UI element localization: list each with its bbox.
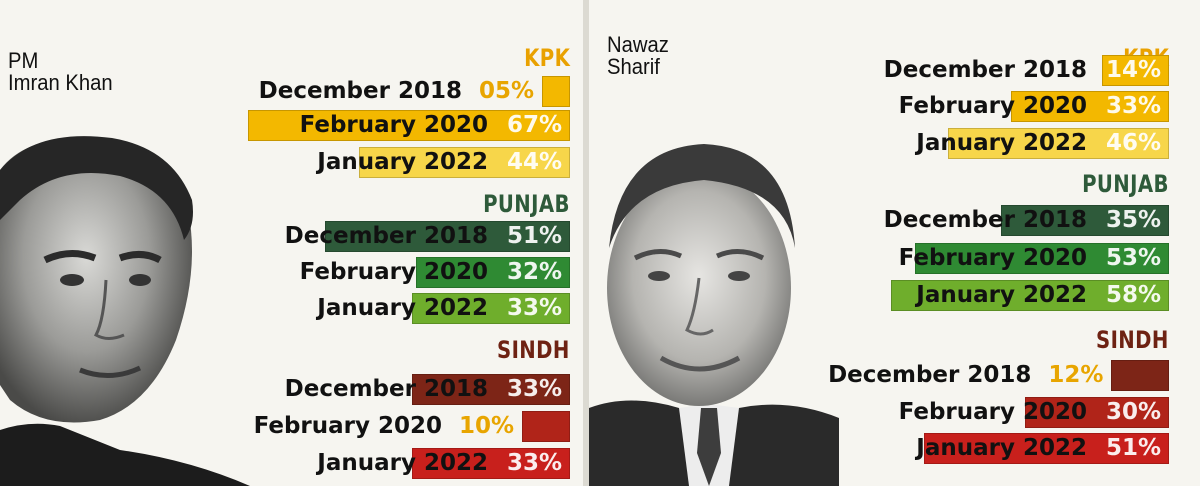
bar-label-punjab-jan-2022: January 2022	[916, 282, 1087, 308]
value-label-punjab-jan-2022: 58%	[1105, 282, 1161, 308]
bar-sindh-feb-2020	[522, 411, 570, 442]
value-label-punjab-dec-2018: 51%	[506, 223, 562, 249]
bar-label-kpk-jan-2022: January 2022	[317, 149, 488, 175]
bar-label-kpk-dec-2018: December 2018	[258, 78, 462, 104]
bar-punjab-jan-2022	[411, 293, 570, 324]
bar-label-sindh-feb-2020: February 2020	[253, 413, 442, 439]
value-label-sindh-feb-2020: 30%	[1105, 399, 1161, 425]
bar-sindh-jan-2022	[411, 448, 570, 479]
person-name: Nawaz Sharif	[607, 34, 669, 78]
bar-kpk-jan-2022	[358, 147, 570, 178]
bar-sindh-jan-2022	[924, 433, 1169, 464]
person-name-line2: Imran Khan	[8, 70, 113, 95]
bar-punjab-dec-2018	[1001, 205, 1169, 236]
bar-label-kpk-dec-2018: December 2018	[883, 57, 1087, 83]
bar-label-punjab-dec-2018: December 2018	[284, 223, 488, 249]
bar-label-sindh-feb-2020: February 2020	[898, 399, 1087, 425]
bar-punjab-feb-2020	[914, 243, 1169, 274]
bar-label-punjab-feb-2020: February 2020	[898, 245, 1087, 271]
bar-kpk-feb-2020	[248, 110, 570, 141]
bar-sindh-feb-2020	[1025, 397, 1169, 428]
region-heading-punjab: PUNJAB	[1082, 170, 1169, 198]
value-label-kpk-jan-2022: 46%	[1105, 130, 1161, 156]
bar-kpk-dec-2018	[1101, 55, 1169, 86]
person-name-line1: PM	[8, 48, 39, 73]
panel-divider	[583, 0, 589, 486]
value-label-kpk-dec-2018: 05%	[478, 78, 534, 104]
value-label-sindh-jan-2022: 33%	[506, 450, 562, 476]
bar-label-kpk-feb-2020: February 2020	[299, 112, 488, 138]
bar-punjab-dec-2018	[325, 221, 570, 252]
value-label-kpk-feb-2020: 33%	[1105, 93, 1161, 119]
bar-kpk-dec-2018	[542, 76, 570, 107]
bar-label-sindh-jan-2022: January 2022	[317, 450, 488, 476]
bar-kpk-jan-2022	[948, 128, 1169, 159]
person-name-line1: Nawaz	[607, 32, 669, 57]
value-label-sindh-feb-2020: 10%	[458, 413, 514, 439]
bar-sindh-dec-2018	[1111, 360, 1169, 391]
region-heading-sindh: SINDH	[497, 336, 570, 364]
imran-khan-panel: PM Imran Khan KPK December 2018 05% Februar…	[0, 0, 583, 486]
region-heading-punjab: PUNJAB	[483, 190, 570, 218]
nawaz-sharif-portrait	[589, 144, 839, 486]
value-label-punjab-feb-2020: 53%	[1105, 245, 1161, 271]
value-label-punjab-jan-2022: 33%	[506, 295, 562, 321]
value-label-sindh-dec-2018: 33%	[506, 376, 562, 402]
value-label-sindh-dec-2018: 12%	[1048, 362, 1104, 388]
imran-khan-portrait	[0, 136, 250, 486]
bar-punjab-jan-2022	[890, 280, 1169, 311]
bar-label-punjab-dec-2018: December 2018	[883, 207, 1087, 233]
value-label-sindh-jan-2022: 51%	[1105, 435, 1161, 461]
bar-label-sindh-dec-2018: December 2018	[828, 362, 1032, 388]
value-label-kpk-feb-2020: 67%	[506, 112, 562, 138]
person-name: PM Imran Khan	[8, 50, 113, 94]
bar-label-kpk-jan-2022: January 2022	[916, 130, 1087, 156]
bar-kpk-feb-2020	[1010, 91, 1169, 122]
value-label-punjab-feb-2020: 32%	[506, 259, 562, 285]
bar-sindh-dec-2018	[411, 374, 570, 405]
value-label-punjab-dec-2018: 35%	[1105, 207, 1161, 233]
value-label-kpk-dec-2018: 14%	[1105, 57, 1161, 83]
bar-label-sindh-jan-2022: January 2022	[916, 435, 1087, 461]
bar-label-punjab-jan-2022: January 2022	[317, 295, 488, 321]
bar-label-kpk-feb-2020: February 2020	[898, 93, 1087, 119]
region-heading-kpk: KPK	[523, 44, 570, 72]
bar-label-punjab-feb-2020: February 2020	[299, 259, 488, 285]
person-name-line2: Sharif	[607, 54, 660, 79]
value-label-kpk-jan-2022: 44%	[506, 149, 562, 175]
bar-label-sindh-dec-2018: December 2018	[284, 376, 488, 402]
bar-punjab-feb-2020	[416, 257, 570, 288]
region-heading-sindh: SINDH	[1096, 326, 1169, 354]
